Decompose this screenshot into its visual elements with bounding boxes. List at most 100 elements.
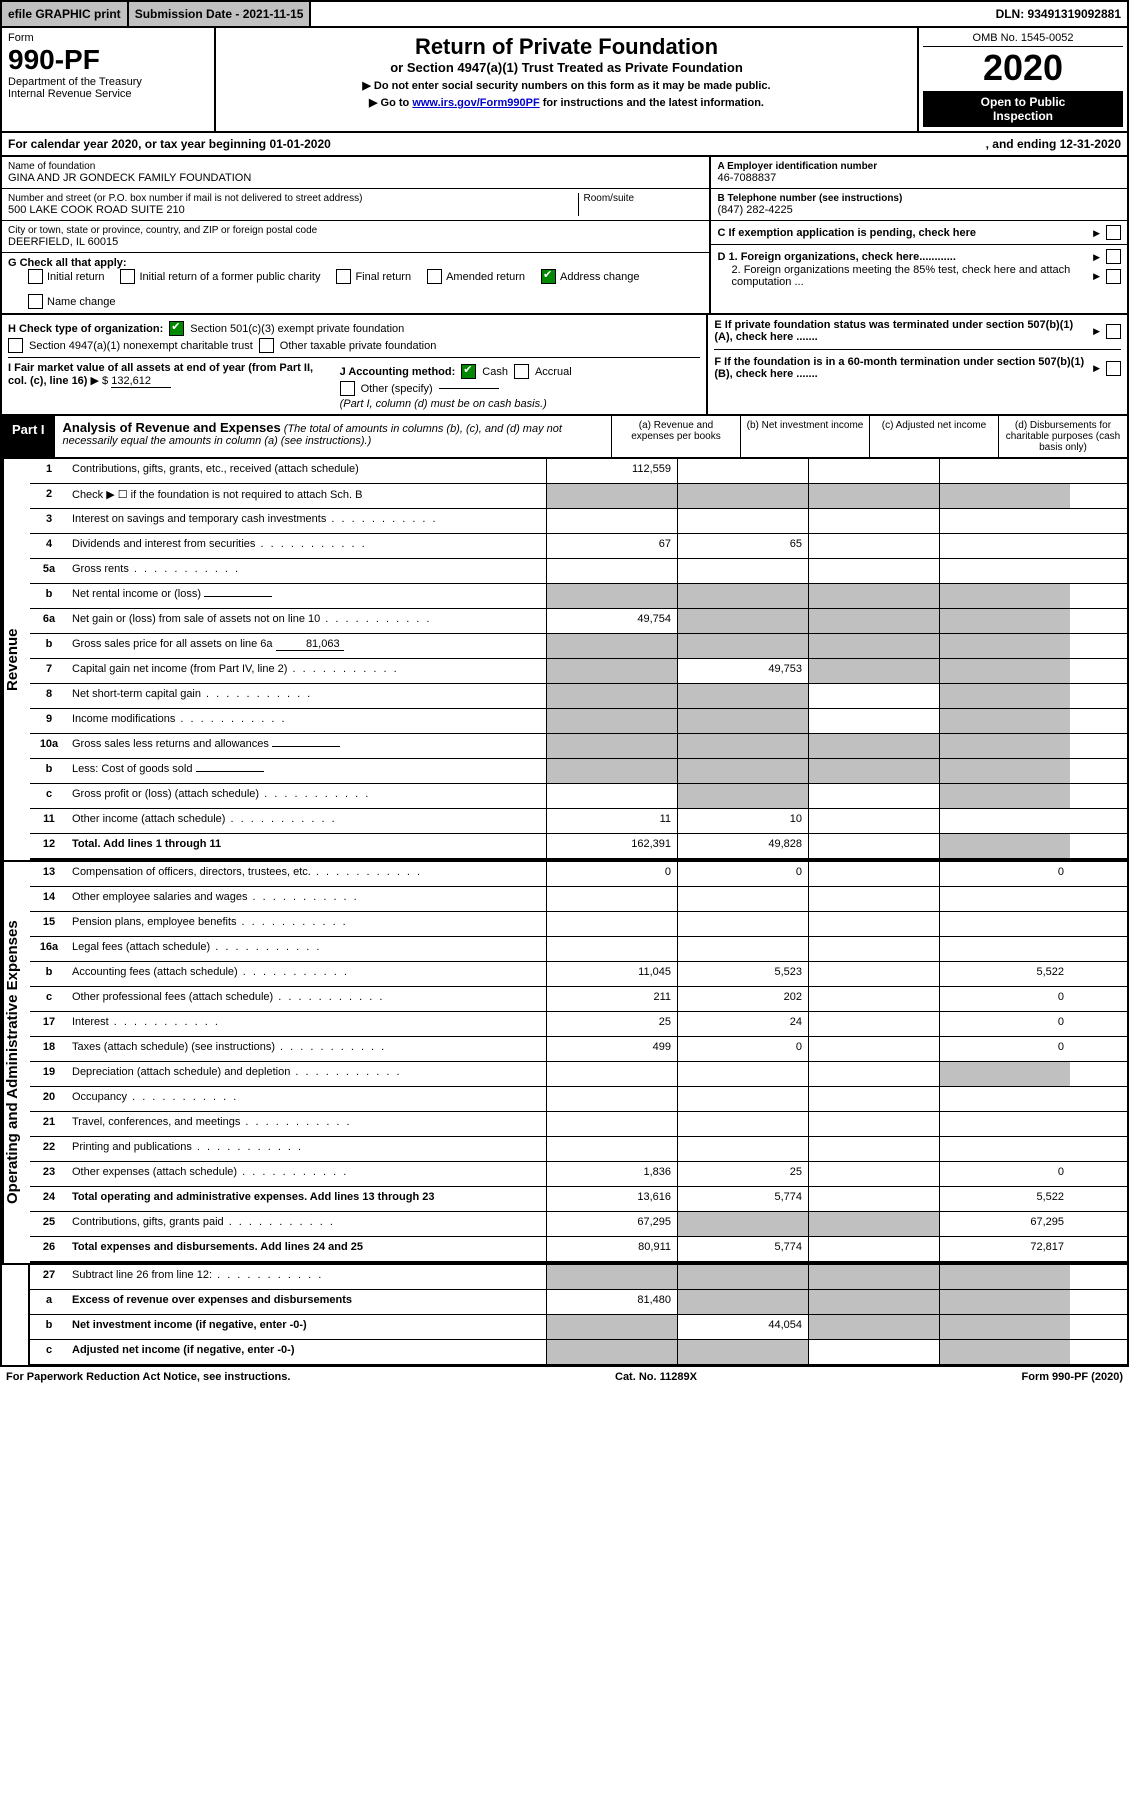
chk-60month[interactable] (1106, 361, 1121, 376)
col-a: 25 (546, 1012, 677, 1036)
col-b-header: (b) Net investment income (740, 416, 869, 457)
city-value: DEERFIELD, IL 60015 (8, 236, 703, 248)
dept-1: Department of the Treasury (8, 76, 208, 88)
chk-amended-return[interactable] (427, 269, 442, 284)
table-row: bNet rental income or (loss) (30, 584, 1127, 609)
col-c (808, 1315, 939, 1339)
row-number: 26 (30, 1237, 68, 1261)
col-b: 49,828 (677, 834, 808, 858)
arrow-icon (1093, 325, 1102, 337)
table-row: aExcess of revenue over expenses and dis… (30, 1290, 1127, 1315)
col-b: 202 (677, 987, 808, 1011)
chk-initial-return[interactable] (28, 269, 43, 284)
cat-number: Cat. No. 11289X (615, 1371, 697, 1383)
col-a (546, 1062, 677, 1086)
col-d (939, 584, 1070, 608)
chk-other-method[interactable] (340, 381, 355, 396)
chk-status-terminated[interactable] (1106, 324, 1121, 339)
row-number: b (30, 759, 68, 783)
net-spacer (2, 1265, 30, 1365)
chk-501c3[interactable] (169, 321, 184, 336)
col-a: 67,295 (546, 1212, 677, 1236)
chk-other-taxable[interactable] (259, 338, 274, 353)
form-name: 990-PF (8, 44, 208, 76)
col-c (808, 1087, 939, 1111)
form-word: Form (8, 32, 208, 44)
dln-number: DLN: 93491319092881 (990, 2, 1127, 26)
city-label: City or town, state or province, country… (8, 225, 703, 236)
header-center: Return of Private Foundation or Section … (216, 28, 917, 131)
row-number: c (30, 1340, 68, 1364)
d-cell: D 1. Foreign organizations, check here..… (711, 245, 1127, 292)
footer-line: For Paperwork Reduction Act Notice, see … (0, 1367, 1129, 1387)
col-d (939, 684, 1070, 708)
col-b (677, 584, 808, 608)
row-label: Gross sales price for all assets on line… (68, 634, 546, 658)
col-b: 0 (677, 1037, 808, 1061)
part1-tab: Part I (2, 416, 55, 457)
col-d (939, 1137, 1070, 1161)
revenue-side-label: Revenue (2, 459, 30, 860)
col-c (808, 1012, 939, 1036)
foundation-name: GINA AND JR GONDECK FAMILY FOUNDATION (8, 172, 703, 184)
chk-name-change[interactable] (28, 294, 43, 309)
col-d (939, 634, 1070, 658)
insp-line1: Open to Public (927, 95, 1119, 109)
table-row: cOther professional fees (attach schedul… (30, 987, 1127, 1012)
link-note: ▶ Go to www.irs.gov/Form990PF for instru… (222, 96, 911, 109)
row-number: b (30, 1315, 68, 1339)
inspection-badge: Open to Public Inspection (923, 91, 1123, 127)
col-a: 80,911 (546, 1237, 677, 1261)
col-a (546, 1265, 677, 1289)
col-b (677, 509, 808, 533)
insp-line2: Inspection (927, 109, 1119, 123)
chk-initial-former[interactable] (120, 269, 135, 284)
col-headers: (a) Revenue and expenses per books (b) N… (611, 416, 1127, 457)
col-a: 11 (546, 809, 677, 833)
chk-exemption-pending[interactable] (1106, 225, 1121, 240)
row-number: c (30, 784, 68, 808)
chk-4947a1[interactable] (8, 338, 23, 353)
table-row: 4Dividends and interest from securities6… (30, 534, 1127, 559)
col-c (808, 1037, 939, 1061)
col-a (546, 734, 677, 758)
chk-cash[interactable] (461, 364, 476, 379)
chk-85pct-test[interactable] (1106, 269, 1121, 284)
irs-link[interactable]: www.irs.gov/Form990PF (412, 97, 539, 109)
col-d (939, 1340, 1070, 1364)
efile-print-btn[interactable]: efile GRAPHIC print (2, 2, 129, 26)
row-label: Occupancy (68, 1087, 546, 1111)
dept-2: Internal Revenue Service (8, 88, 208, 100)
col-c (808, 459, 939, 483)
chk-accrual[interactable] (514, 364, 529, 379)
row-number: 23 (30, 1162, 68, 1186)
row-label: Taxes (attach schedule) (see instruction… (68, 1037, 546, 1061)
table-row: 15Pension plans, employee benefits (30, 912, 1127, 937)
table-row: 13Compensation of officers, directors, t… (30, 862, 1127, 887)
city-cell: City or town, state or province, country… (2, 221, 709, 253)
col-d (939, 834, 1070, 858)
name-cell: Name of foundation GINA AND JR GONDECK F… (2, 157, 709, 189)
chk-foreign-org[interactable] (1106, 249, 1121, 264)
chk-final-return[interactable] (336, 269, 351, 284)
other-specify-input[interactable] (439, 388, 499, 389)
row-number: b (30, 962, 68, 986)
row-label: Gross rents (68, 559, 546, 583)
col-b (677, 1212, 808, 1236)
col-b (677, 559, 808, 583)
col-b (677, 912, 808, 936)
g-opt-4: Address change (560, 271, 640, 283)
chk-address-change[interactable] (541, 269, 556, 284)
col-c (808, 1212, 939, 1236)
col-d: 0 (939, 1162, 1070, 1186)
col-a: 211 (546, 987, 677, 1011)
col-b (677, 684, 808, 708)
j-label: J Accounting method: (340, 366, 456, 378)
col-a: 0 (546, 862, 677, 886)
fmv-value: 132,612 (111, 375, 171, 388)
col-a (546, 634, 677, 658)
col-b: 49,753 (677, 659, 808, 683)
col-c (808, 559, 939, 583)
col-d: 0 (939, 1037, 1070, 1061)
table-row: 3Interest on savings and temporary cash … (30, 509, 1127, 534)
